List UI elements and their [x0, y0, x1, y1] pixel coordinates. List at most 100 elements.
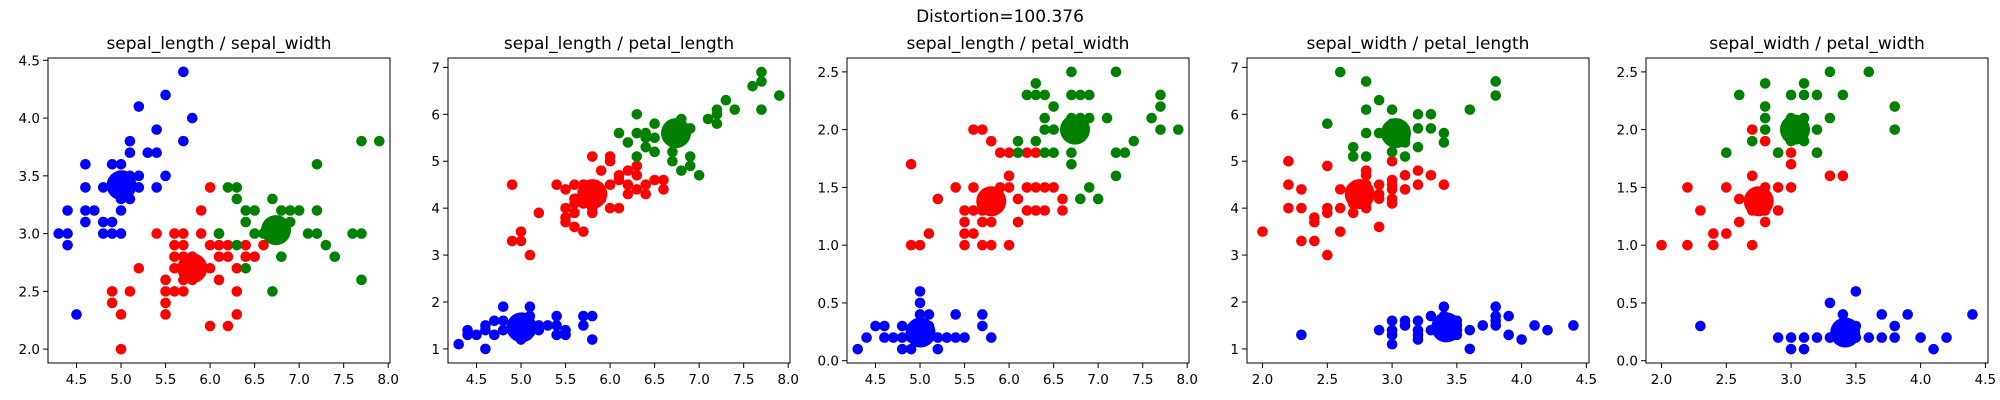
data-point-cluster-0	[480, 320, 491, 331]
data-point-cluster-2	[1490, 76, 1502, 87]
data-point-cluster-1	[1003, 147, 1015, 159]
data-point-cluster-2	[311, 158, 323, 170]
data-point-cluster-1	[1030, 147, 1042, 159]
data-point-cluster-1	[213, 239, 225, 251]
data-point-cluster-1	[1824, 170, 1836, 182]
data-point-cluster-2	[1083, 182, 1095, 193]
data-point-cluster-0	[896, 320, 908, 332]
data-point-cluster-0	[852, 343, 863, 355]
x-tick-label: 7.5	[333, 372, 354, 388]
data-point-cluster-2	[1039, 124, 1051, 135]
y-tick-label: 0.0	[818, 354, 839, 370]
data-point-cluster-0	[1425, 310, 1437, 322]
subplot-title: sepal_length / petal_width	[907, 34, 1130, 54]
data-point-cluster-2	[1386, 104, 1398, 115]
data-point-cluster-0	[1464, 324, 1476, 336]
data-point-cluster-2	[1811, 124, 1823, 135]
data-point-cluster-0	[560, 324, 571, 336]
data-point-cluster-2	[1048, 124, 1059, 135]
data-point-cluster-1	[169, 286, 180, 297]
data-point-cluster-0	[497, 301, 509, 312]
centroid-marker-cluster-0	[1431, 312, 1462, 343]
data-point-cluster-1	[1257, 226, 1268, 237]
data-point-cluster-1	[1030, 205, 1042, 216]
data-point-cluster-2	[1438, 127, 1450, 139]
data-point-cluster-1	[1721, 182, 1732, 193]
data-point-cluster-0	[1568, 320, 1579, 331]
data-point-cluster-2	[311, 228, 323, 239]
data-point-cluster-0	[1296, 329, 1307, 341]
data-point-cluster-2	[356, 228, 367, 239]
data-point-cluster-2	[231, 193, 243, 205]
data-point-cluster-1	[213, 251, 225, 263]
y-tick-label: 4	[431, 201, 440, 217]
data-point-cluster-2	[1863, 66, 1875, 78]
data-point-cluster-2	[347, 228, 358, 239]
data-point-cluster-0	[1928, 343, 1939, 355]
data-point-cluster-0	[97, 182, 109, 193]
data-point-cluster-1	[1296, 202, 1307, 214]
data-point-cluster-1	[533, 207, 545, 219]
centroid-marker-cluster-1	[177, 253, 208, 284]
data-point-cluster-2	[1119, 147, 1131, 159]
subplot-title: sepal_length / sepal_width	[106, 34, 331, 54]
data-point-cluster-1	[586, 151, 598, 162]
data-point-cluster-2	[1399, 151, 1411, 162]
data-point-cluster-2	[1785, 89, 1797, 101]
data-point-cluster-0	[1876, 309, 1888, 320]
data-point-cluster-1	[977, 216, 988, 228]
data-point-cluster-0	[124, 147, 136, 159]
data-point-cluster-0	[1542, 324, 1553, 336]
data-point-cluster-1	[1373, 179, 1385, 190]
data-point-cluster-1	[1322, 249, 1333, 261]
x-tick-label: 5.5	[155, 372, 176, 388]
data-point-cluster-1	[160, 286, 171, 297]
data-point-cluster-0	[1412, 315, 1424, 327]
y-tick-label: 2	[431, 295, 440, 311]
data-point-cluster-0	[480, 343, 491, 355]
data-point-cluster-2	[1759, 78, 1771, 89]
data-point-cluster-0	[870, 320, 881, 332]
data-point-cluster-0	[97, 228, 109, 239]
x-tick-label: 6.5	[244, 372, 265, 388]
data-point-cluster-1	[1021, 182, 1033, 193]
data-point-cluster-2	[1048, 147, 1059, 159]
data-point-cluster-2	[1824, 112, 1836, 124]
data-point-cluster-0	[950, 332, 961, 343]
y-tick-label: 4.5	[19, 53, 40, 69]
data-point-cluster-0	[551, 320, 562, 331]
data-point-cluster-1	[977, 124, 988, 135]
data-point-cluster-1	[604, 179, 616, 190]
x-tick-label: 4.5	[1975, 372, 1996, 388]
data-point-cluster-2	[631, 151, 643, 162]
data-point-cluster-2	[267, 286, 278, 297]
data-point-cluster-1	[640, 179, 652, 190]
data-point-cluster-1	[169, 228, 180, 239]
data-point-cluster-0	[551, 310, 562, 322]
x-tick-label: 6.0	[199, 372, 220, 388]
data-point-cluster-2	[684, 151, 696, 162]
data-point-cluster-2	[1733, 89, 1745, 101]
x-tick-label: 2.5	[1716, 372, 1737, 388]
data-point-cluster-1	[1695, 205, 1706, 216]
x-tick-label: 6.5	[1043, 372, 1064, 388]
data-point-cluster-1	[560, 184, 571, 195]
data-point-cluster-2	[1012, 135, 1024, 147]
data-point-cluster-0	[1798, 343, 1810, 355]
data-point-cluster-0	[1824, 297, 1836, 309]
data-point-cluster-0	[879, 332, 890, 343]
data-point-cluster-1	[569, 179, 580, 190]
data-point-cluster-2	[1155, 124, 1166, 135]
data-point-cluster-2	[1798, 89, 1810, 101]
x-tick-label: 4.5	[66, 372, 87, 388]
data-point-cluster-2	[311, 205, 323, 216]
data-point-cluster-0	[524, 301, 536, 312]
data-point-cluster-0	[1386, 324, 1398, 336]
data-point-cluster-1	[1283, 155, 1294, 167]
data-point-cluster-0	[80, 216, 91, 228]
x-tick-label: 4.5	[466, 372, 487, 388]
data-point-cluster-0	[1876, 332, 1888, 343]
data-point-cluster-2	[1066, 147, 1077, 159]
data-point-cluster-1	[204, 239, 216, 251]
data-point-cluster-1	[1785, 147, 1797, 159]
